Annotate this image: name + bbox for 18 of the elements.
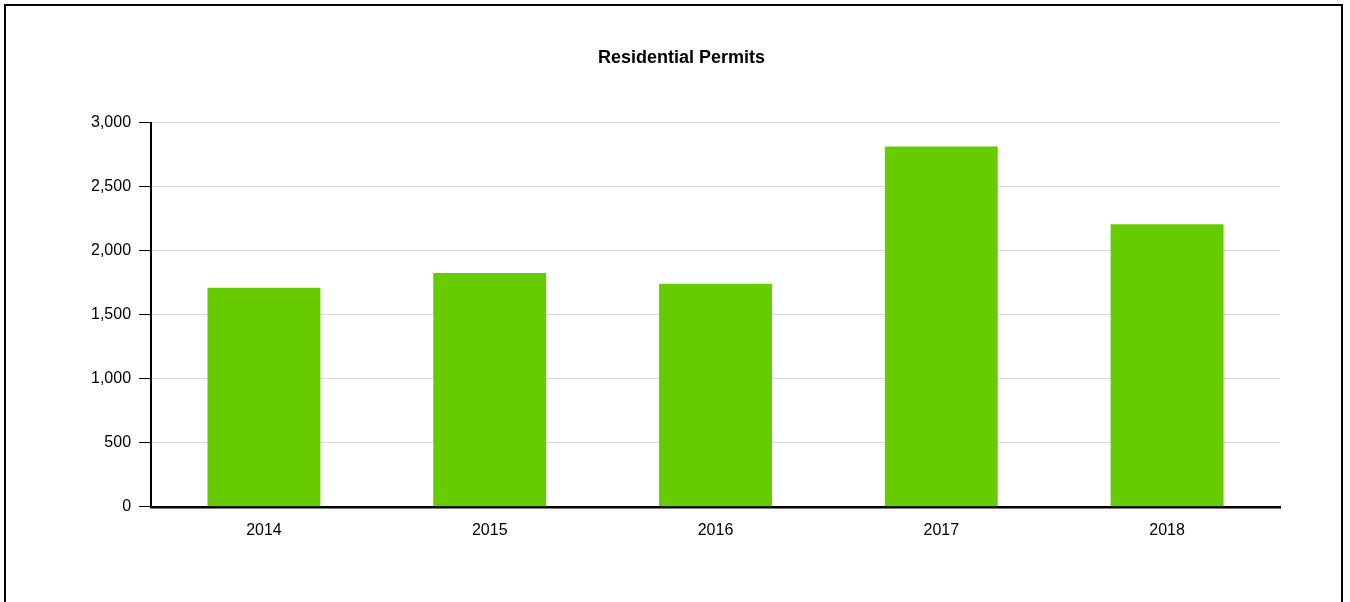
- y-tick-label: 500: [104, 433, 132, 451]
- x-tick-label: 2015: [471, 520, 508, 538]
- x-tick-label: 2018: [1149, 520, 1185, 538]
- bar: [1110, 224, 1224, 507]
- y-tick-label: 2,500: [90, 177, 132, 195]
- x-tick-label: 2016: [697, 520, 734, 538]
- y-tick-label: 1,000: [90, 369, 132, 387]
- x-tick-label: 2014: [246, 520, 282, 538]
- bar: [884, 146, 998, 507]
- bar: [207, 287, 321, 507]
- y-tick-label: 1,500: [90, 305, 132, 323]
- bar: [659, 283, 772, 507]
- y-tick-label: 3,000: [90, 113, 132, 131]
- y-tick-label: 0: [122, 497, 132, 515]
- y-tick-label: 2,000: [90, 241, 132, 259]
- bar: [433, 272, 547, 507]
- x-tick-label: 2017: [923, 520, 960, 538]
- chart-title: Residential Permits: [597, 46, 766, 67]
